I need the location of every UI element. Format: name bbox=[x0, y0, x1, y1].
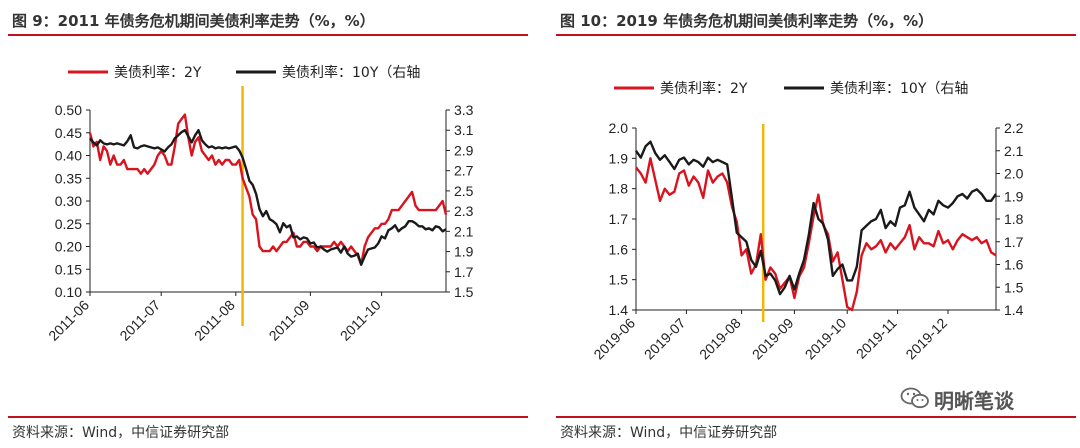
y-tick-label-right: 2.1 bbox=[454, 223, 474, 239]
y-tick-label-right: 1.9 bbox=[454, 244, 474, 260]
y-tick-label-left: 1.6 bbox=[609, 241, 629, 257]
y-tick-label-left: 0.40 bbox=[55, 148, 82, 164]
y-tick-label-left: 0.35 bbox=[55, 170, 82, 186]
y-tick-label-right: 1.5 bbox=[1004, 279, 1024, 295]
y-tick-label-left: 0.20 bbox=[55, 239, 82, 255]
legend-label-10y: 美债利率：10Y（右轴 bbox=[282, 64, 420, 81]
chart-panel-2011: 图 9：2011 年债务危机期间美债利率走势（%，%） 美债利率：2Y 美债利率：… bbox=[8, 0, 528, 448]
chart-2019: 美债利率：2Y 美债利率：10Y（右轴 1.4 1.5 1.6 1.7 1.8 1.9 2.0 1… bbox=[590, 80, 1024, 363]
y-tick-label-left: 0.25 bbox=[55, 216, 82, 232]
series-line-2y bbox=[88, 113, 448, 266]
series-line-2y bbox=[635, 157, 997, 312]
x-tick-label: 2019-07 bbox=[641, 315, 689, 363]
y-tick-label-left: 0.10 bbox=[55, 284, 82, 300]
y-tick-label-right: 1.5 bbox=[454, 284, 474, 300]
y-tick-label-left: 2.0 bbox=[609, 120, 629, 136]
y-tick-label-right: 2.3 bbox=[454, 203, 474, 219]
source-rule bbox=[8, 416, 528, 418]
x-tick-label: 2011-09 bbox=[266, 297, 313, 344]
x-tick-label: 2011-06 bbox=[45, 297, 92, 344]
series-line-10y bbox=[635, 140, 997, 296]
y-tick-label-left: 1.9 bbox=[609, 150, 629, 166]
y-tick-label-right: 1.9 bbox=[1004, 188, 1024, 204]
series-line-10y bbox=[89, 128, 447, 266]
x-tick-label: 2019-06 bbox=[590, 315, 638, 363]
x-tick-label: 2019-09 bbox=[749, 315, 797, 363]
y-tick-label-left: 1.8 bbox=[609, 181, 629, 197]
y-tick-label-right: 2.0 bbox=[1004, 166, 1024, 182]
y-tick-label-right: 2.5 bbox=[454, 183, 474, 199]
x-tick-label: 2011-07 bbox=[116, 297, 163, 344]
wechat-icon bbox=[900, 387, 929, 409]
y-tick-label-left: 1.4 bbox=[609, 302, 629, 318]
y-tick-label-right: 2.1 bbox=[1004, 143, 1024, 159]
chart-panel-2019: 图 10：2019 年债务危机期间美债利率走势（%，%） 美债利率：2Y 美债利率… bbox=[556, 0, 1076, 448]
title-rule bbox=[8, 34, 528, 36]
y-tick-label-right: 1.7 bbox=[454, 264, 474, 280]
watermark-text: 明晰笔谈 bbox=[934, 389, 1014, 413]
source-note: 资料来源：Wind，中信证券研究部 bbox=[12, 425, 230, 441]
watermark: 明晰笔谈 bbox=[900, 384, 1070, 413]
y-tick-label-left: 1.5 bbox=[609, 272, 629, 288]
source-note: 资料来源：Wind，中信证券研究部 bbox=[560, 425, 778, 441]
chart-title: 图 10：2019 年债务危机期间美债利率走势（%，%） bbox=[560, 12, 934, 30]
legend-label-10y: 美债利率：10Y（右轴 bbox=[830, 80, 968, 97]
x-tick-label: 2019-12 bbox=[902, 315, 950, 363]
y-tick-label-right: 1.6 bbox=[1004, 257, 1024, 273]
y-tick-label-right: 1.7 bbox=[1004, 234, 1024, 250]
y-tick-label-right: 1.4 bbox=[1004, 302, 1024, 318]
y-tick-label-left: 0.15 bbox=[55, 261, 82, 277]
x-tick-label: 2011-08 bbox=[191, 297, 238, 344]
source-rule bbox=[556, 416, 1076, 418]
x-tick-label: 2019-10 bbox=[802, 315, 850, 363]
y-tick-label-left: 0.50 bbox=[55, 102, 82, 118]
y-tick-label-right: 3.1 bbox=[454, 122, 474, 138]
y-tick-label-right: 1.8 bbox=[1004, 211, 1024, 227]
y-tick-label-left: 0.45 bbox=[55, 125, 82, 141]
y-tick-label-left: 0.30 bbox=[55, 193, 82, 209]
x-tick-label: 2011-10 bbox=[337, 297, 384, 344]
x-tick-label: 2019-11 bbox=[853, 315, 900, 362]
legend-label-2y: 美债利率：2Y bbox=[114, 64, 202, 81]
x-tick-label: 2019-08 bbox=[696, 315, 744, 363]
y-tick-label-right: 2.7 bbox=[454, 163, 474, 179]
title-rule bbox=[556, 34, 1076, 36]
legend-label-2y: 美债利率：2Y bbox=[660, 80, 748, 97]
y-tick-label-right: 3.3 bbox=[454, 102, 474, 118]
y-tick-label-right: 2.2 bbox=[1004, 120, 1024, 136]
y-tick-label-left: 1.7 bbox=[609, 211, 629, 227]
chart-title: 图 9：2011 年债务危机期间美债利率走势（%，%） bbox=[12, 12, 375, 30]
y-tick-label-right: 2.9 bbox=[454, 142, 474, 158]
chart-2011: 美债利率：2Y 美债利率：10Y（右轴 0.10 0.15 0.20 0.25 0.30 0.… bbox=[45, 64, 474, 344]
